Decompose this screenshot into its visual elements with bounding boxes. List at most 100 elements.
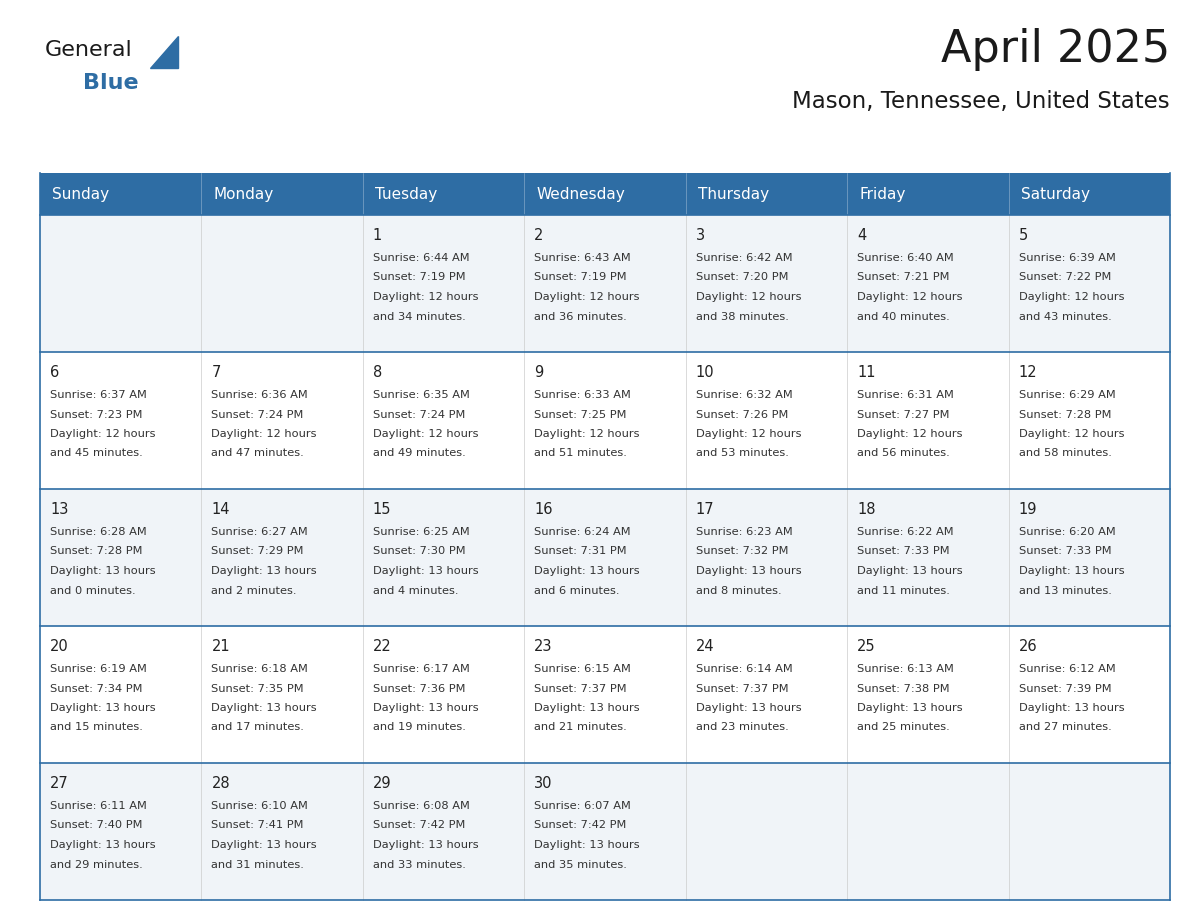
Text: Sunset: 7:27 PM: Sunset: 7:27 PM	[858, 409, 949, 420]
Text: Daylight: 13 hours: Daylight: 13 hours	[373, 703, 479, 713]
Polygon shape	[150, 36, 178, 68]
Text: Sunset: 7:28 PM: Sunset: 7:28 PM	[50, 546, 143, 556]
Text: Sunset: 7:19 PM: Sunset: 7:19 PM	[535, 273, 627, 283]
Bar	[40, 763, 202, 900]
Text: Daylight: 12 hours: Daylight: 12 hours	[696, 429, 801, 439]
Text: 6: 6	[50, 365, 59, 380]
Bar	[524, 763, 685, 900]
Text: 19: 19	[1018, 502, 1037, 517]
Text: Sunset: 7:37 PM: Sunset: 7:37 PM	[696, 684, 789, 693]
Text: Sunday: Sunday	[52, 186, 109, 201]
Text: Sunset: 7:32 PM: Sunset: 7:32 PM	[696, 546, 788, 556]
Text: 26: 26	[1018, 639, 1037, 654]
Text: Sunset: 7:19 PM: Sunset: 7:19 PM	[373, 273, 466, 283]
Text: Daylight: 13 hours: Daylight: 13 hours	[858, 703, 962, 713]
Text: Sunrise: 6:18 AM: Sunrise: 6:18 AM	[211, 664, 309, 674]
Text: Sunset: 7:24 PM: Sunset: 7:24 PM	[211, 409, 304, 420]
Text: and 0 minutes.: and 0 minutes.	[50, 586, 135, 596]
Text: Sunset: 7:39 PM: Sunset: 7:39 PM	[1018, 684, 1111, 693]
Text: Daylight: 13 hours: Daylight: 13 hours	[50, 566, 156, 576]
Text: Friday: Friday	[859, 186, 905, 201]
Text: Daylight: 12 hours: Daylight: 12 hours	[50, 429, 156, 439]
Bar	[202, 215, 362, 352]
Text: and 13 minutes.: and 13 minutes.	[1018, 586, 1112, 596]
Bar	[362, 626, 524, 763]
Text: 28: 28	[211, 776, 230, 791]
Bar	[202, 489, 362, 626]
Text: 14: 14	[211, 502, 230, 517]
Text: 23: 23	[535, 639, 552, 654]
Text: Sunrise: 6:27 AM: Sunrise: 6:27 AM	[211, 527, 308, 537]
Bar	[362, 763, 524, 900]
Bar	[685, 626, 847, 763]
Text: Sunset: 7:37 PM: Sunset: 7:37 PM	[535, 684, 627, 693]
Text: and 38 minutes.: and 38 minutes.	[696, 311, 789, 321]
Bar	[362, 489, 524, 626]
Text: Daylight: 13 hours: Daylight: 13 hours	[50, 703, 156, 713]
Text: Sunset: 7:24 PM: Sunset: 7:24 PM	[373, 409, 466, 420]
Text: Sunrise: 6:12 AM: Sunrise: 6:12 AM	[1018, 664, 1116, 674]
Text: Sunrise: 6:11 AM: Sunrise: 6:11 AM	[50, 801, 147, 811]
Bar	[685, 489, 847, 626]
Text: 17: 17	[696, 502, 714, 517]
Text: Daylight: 13 hours: Daylight: 13 hours	[373, 566, 479, 576]
Text: Sunset: 7:26 PM: Sunset: 7:26 PM	[696, 409, 788, 420]
Text: and 29 minutes.: and 29 minutes.	[50, 859, 143, 869]
Text: Sunrise: 6:25 AM: Sunrise: 6:25 AM	[373, 527, 469, 537]
Bar	[40, 215, 202, 352]
Bar	[202, 763, 362, 900]
Text: and 27 minutes.: and 27 minutes.	[1018, 722, 1111, 733]
Bar	[1009, 626, 1170, 763]
Text: Sunset: 7:21 PM: Sunset: 7:21 PM	[858, 273, 949, 283]
Text: and 21 minutes.: and 21 minutes.	[535, 722, 627, 733]
Text: Sunrise: 6:36 AM: Sunrise: 6:36 AM	[211, 390, 308, 400]
Text: 21: 21	[211, 639, 230, 654]
Text: Daylight: 13 hours: Daylight: 13 hours	[696, 566, 802, 576]
Bar	[40, 173, 1170, 215]
Text: 5: 5	[1018, 228, 1028, 243]
Bar	[847, 215, 1009, 352]
Text: Sunrise: 6:31 AM: Sunrise: 6:31 AM	[858, 390, 954, 400]
Bar	[685, 352, 847, 489]
Text: Daylight: 12 hours: Daylight: 12 hours	[858, 292, 962, 302]
Bar	[40, 352, 202, 489]
Text: 4: 4	[858, 228, 866, 243]
Text: and 33 minutes.: and 33 minutes.	[373, 859, 466, 869]
Text: 3: 3	[696, 228, 704, 243]
Text: and 6 minutes.: and 6 minutes.	[535, 586, 620, 596]
Text: Daylight: 13 hours: Daylight: 13 hours	[211, 703, 317, 713]
Text: Sunset: 7:34 PM: Sunset: 7:34 PM	[50, 684, 143, 693]
Text: Sunrise: 6:15 AM: Sunrise: 6:15 AM	[535, 664, 631, 674]
Text: and 56 minutes.: and 56 minutes.	[858, 449, 950, 458]
Text: Daylight: 13 hours: Daylight: 13 hours	[535, 840, 640, 850]
Text: and 35 minutes.: and 35 minutes.	[535, 859, 627, 869]
Text: and 34 minutes.: and 34 minutes.	[373, 311, 466, 321]
Text: Sunset: 7:23 PM: Sunset: 7:23 PM	[50, 409, 143, 420]
Text: 24: 24	[696, 639, 714, 654]
Text: 10: 10	[696, 365, 714, 380]
Text: Daylight: 12 hours: Daylight: 12 hours	[373, 292, 479, 302]
Text: Daylight: 12 hours: Daylight: 12 hours	[858, 429, 962, 439]
Text: 11: 11	[858, 365, 876, 380]
Text: Daylight: 13 hours: Daylight: 13 hours	[373, 840, 479, 850]
Text: Sunset: 7:33 PM: Sunset: 7:33 PM	[1018, 546, 1111, 556]
Text: General: General	[45, 40, 133, 60]
Text: 27: 27	[50, 776, 69, 791]
Text: Sunrise: 6:07 AM: Sunrise: 6:07 AM	[535, 801, 631, 811]
Text: Blue: Blue	[83, 73, 139, 93]
Bar	[524, 626, 685, 763]
Bar	[847, 763, 1009, 900]
Text: and 2 minutes.: and 2 minutes.	[211, 586, 297, 596]
Text: Sunrise: 6:28 AM: Sunrise: 6:28 AM	[50, 527, 147, 537]
Text: Daylight: 12 hours: Daylight: 12 hours	[535, 292, 640, 302]
Bar	[1009, 215, 1170, 352]
Text: 7: 7	[211, 365, 221, 380]
Bar	[40, 626, 202, 763]
Text: and 25 minutes.: and 25 minutes.	[858, 722, 950, 733]
Text: and 15 minutes.: and 15 minutes.	[50, 722, 143, 733]
Text: and 47 minutes.: and 47 minutes.	[211, 449, 304, 458]
Text: Sunrise: 6:10 AM: Sunrise: 6:10 AM	[211, 801, 309, 811]
Text: Daylight: 13 hours: Daylight: 13 hours	[50, 840, 156, 850]
Text: Saturday: Saturday	[1020, 186, 1089, 201]
Text: Sunrise: 6:24 AM: Sunrise: 6:24 AM	[535, 527, 631, 537]
